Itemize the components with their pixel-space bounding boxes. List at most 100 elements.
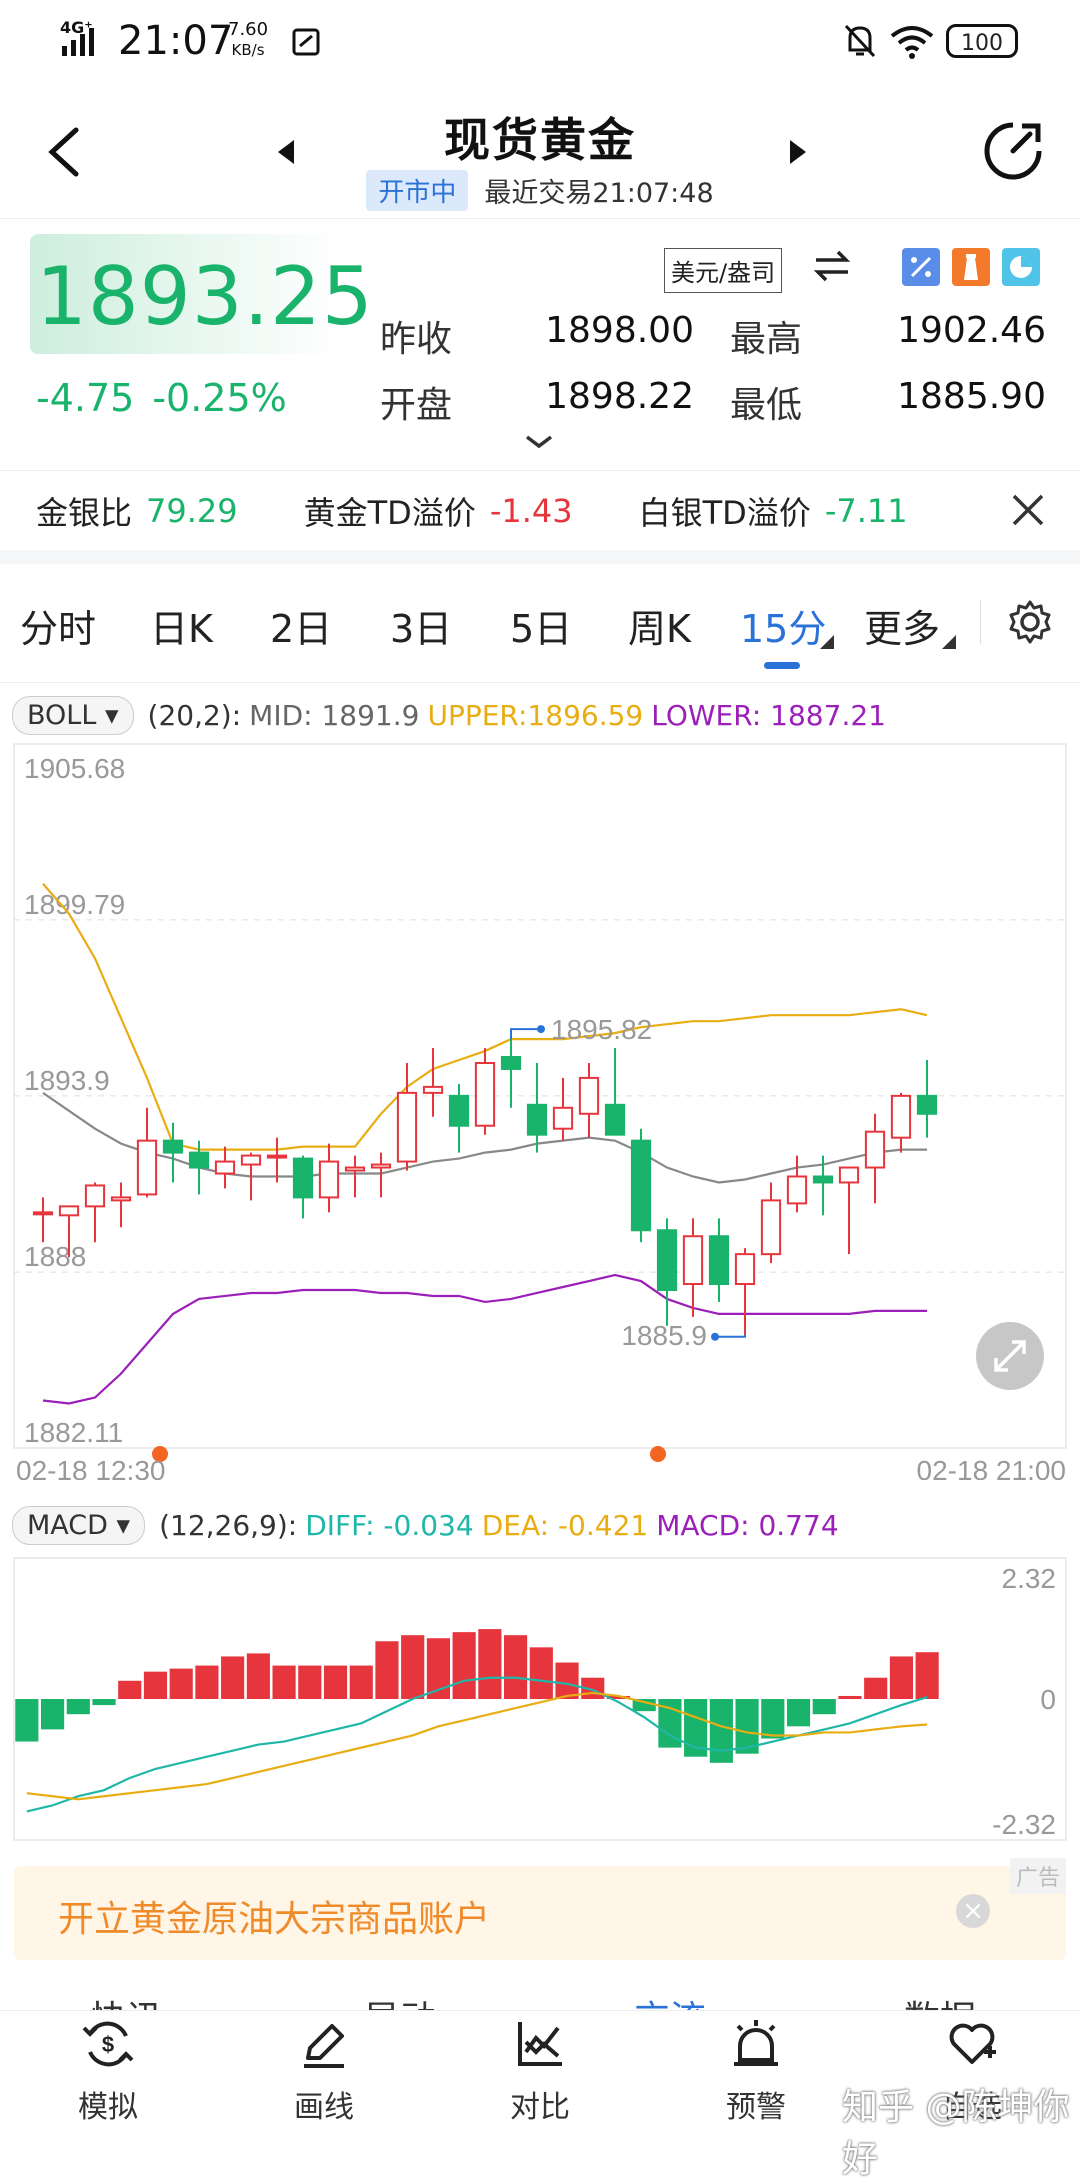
tab-more-dropdown-icon xyxy=(942,634,956,653)
market-status-row: 开市中 最近交易21:07:48 xyxy=(0,170,1080,211)
nav-compare[interactable]: 对比 xyxy=(470,2016,610,2126)
expand-chevron-icon[interactable] xyxy=(524,434,554,454)
macd-bar xyxy=(452,1632,476,1699)
status-bar: 4G⁺ 21:07 7.60 KB/s 100 xyxy=(0,0,1080,88)
candlestick-chart[interactable]: 1905.68 1899.79 1893.9 1888 1882.11 1895.82 18… xyxy=(0,740,1080,1480)
x-start-label: 02-18 12:30 xyxy=(16,1455,165,1480)
ad-banner[interactable]: 开立黄金原油大宗商品账户 × 广告 xyxy=(14,1858,1066,1960)
max-marker-dot xyxy=(537,1025,545,1034)
silver-td-premium-label: 白银TD溢价 xyxy=(638,494,811,532)
macd-bar xyxy=(709,1699,733,1763)
next-symbol-button[interactable] xyxy=(788,138,808,170)
tab-15min[interactable]: 15分 xyxy=(740,607,827,651)
tab-weekly-k[interactable]: 周K xyxy=(628,607,691,651)
high-label: 最高 xyxy=(730,319,803,360)
candle-body xyxy=(292,1157,314,1199)
active-tab-indicator xyxy=(764,662,800,669)
y-tick-label: 1888 xyxy=(24,1241,86,1272)
pie-chart-icon[interactable] xyxy=(1002,248,1040,290)
unit-selector[interactable]: 美元/盎司 xyxy=(664,248,783,293)
tab-2day[interactable]: 2日 xyxy=(270,607,333,651)
prev-close-label: 昨收 xyxy=(380,319,453,360)
candle-body xyxy=(136,1139,158,1196)
dea-line xyxy=(26,1691,928,1801)
macd-bar xyxy=(41,1699,65,1730)
macd-y-tick-label: 0 xyxy=(1040,1684,1056,1715)
change-value: -4.75 xyxy=(36,376,135,420)
back-button[interactable] xyxy=(40,120,90,184)
candle-body xyxy=(500,1056,522,1070)
price-highlight xyxy=(30,234,340,354)
page-title: 现货黄金 xyxy=(444,113,636,167)
event-dot xyxy=(152,1446,168,1462)
macd-dea: DEA: -0.421 xyxy=(481,1509,649,1542)
candle-body xyxy=(162,1139,184,1154)
ad-close-icon[interactable]: × xyxy=(956,1894,990,1928)
macd-chart[interactable]: 2.32 0 -2.32 xyxy=(0,1550,1080,1846)
macd-bar xyxy=(864,1677,888,1699)
candle-body xyxy=(760,1199,782,1256)
ticker-bar: 金银比 79.29 黄金TD溢价 -1.43 白银TD溢价 -7.11 xyxy=(0,470,1080,552)
macd-bar xyxy=(889,1656,913,1699)
macd-bar xyxy=(246,1653,270,1699)
candle-body xyxy=(84,1184,106,1208)
battery-indicator: 100 xyxy=(946,24,1018,58)
svg-text:$: $ xyxy=(102,2032,114,2057)
boll-indicator-selector[interactable]: BOLL ▾ xyxy=(12,696,134,735)
macd-value: MACD: 0.774 xyxy=(656,1509,839,1542)
min-marker-line xyxy=(715,1334,746,1338)
macd-bar xyxy=(15,1699,39,1742)
calculator-icon[interactable] xyxy=(902,248,940,290)
tab-3day[interactable]: 3日 xyxy=(390,607,453,651)
candle-body xyxy=(916,1094,938,1115)
prev-close-value: 1898.00 xyxy=(545,310,694,351)
lighthouse-icon[interactable] xyxy=(952,248,990,290)
net-speed-value: 7.60 xyxy=(228,19,269,40)
fullscreen-button[interactable] xyxy=(976,1322,1044,1390)
candle-body xyxy=(656,1229,678,1291)
macd-indicator-selector[interactable]: MACD ▾ xyxy=(12,1506,146,1545)
macd-legend: MACD ▾ (12,26,9): DIFF: -0.034 DEA: -0.4… xyxy=(12,1506,839,1545)
candle-body xyxy=(890,1094,912,1139)
macd-bar xyxy=(504,1635,528,1699)
macd-bar xyxy=(838,1695,862,1699)
max-marker-line xyxy=(510,1028,541,1040)
macd-bar xyxy=(529,1647,553,1699)
macd-bar xyxy=(632,1699,656,1712)
macd-bar xyxy=(786,1699,811,1727)
close-ticker-button[interactable] xyxy=(1010,492,1046,532)
network-type: 4G⁺ xyxy=(60,18,93,37)
candle-body xyxy=(786,1175,808,1205)
settings-gear-icon[interactable] xyxy=(1006,598,1054,650)
swap-unit-icon[interactable] xyxy=(812,248,852,288)
refresh-button[interactable] xyxy=(980,118,1046,188)
nav-alert[interactable]: 预警 xyxy=(686,2016,826,2126)
gold-silver-ratio-label: 金银比 xyxy=(36,494,133,532)
macd-bar xyxy=(169,1668,193,1699)
gold-td-premium-value: -1.43 xyxy=(489,492,573,530)
tab-5day[interactable]: 5日 xyxy=(510,607,573,651)
nav-draw[interactable]: 画线 xyxy=(254,2016,394,2126)
macd-y-tick-label: -2.32 xyxy=(992,1809,1056,1840)
market-status-badge: 开市中 xyxy=(366,170,469,211)
boll-lower: LOWER: 1887.21 xyxy=(651,699,886,732)
nav-watchlist[interactable]: 自选 xyxy=(902,2016,1042,2126)
nav-simulate[interactable]: $ 模拟 xyxy=(38,2016,178,2126)
candle-body xyxy=(734,1253,756,1286)
max-annotation: 1895.82 xyxy=(551,1014,652,1045)
macd-diff: DIFF: -0.034 xyxy=(305,1509,474,1542)
candle-body xyxy=(552,1106,574,1130)
prev-symbol-button[interactable] xyxy=(276,138,296,170)
candle-body xyxy=(604,1103,626,1136)
min-marker-dot xyxy=(711,1332,719,1341)
candle-body xyxy=(682,1235,704,1286)
macd-bar xyxy=(915,1652,939,1699)
tab-intraday[interactable]: 分时 xyxy=(20,607,97,651)
candle-body xyxy=(422,1085,444,1094)
tab-more[interactable]: 更多 xyxy=(864,607,941,651)
candle-body xyxy=(526,1103,548,1136)
tab-daily-k[interactable]: 日K xyxy=(150,607,213,651)
macd-bar xyxy=(66,1699,90,1715)
boll-upper: UPPER:1896.59 xyxy=(427,699,644,732)
candle-body xyxy=(110,1196,132,1202)
